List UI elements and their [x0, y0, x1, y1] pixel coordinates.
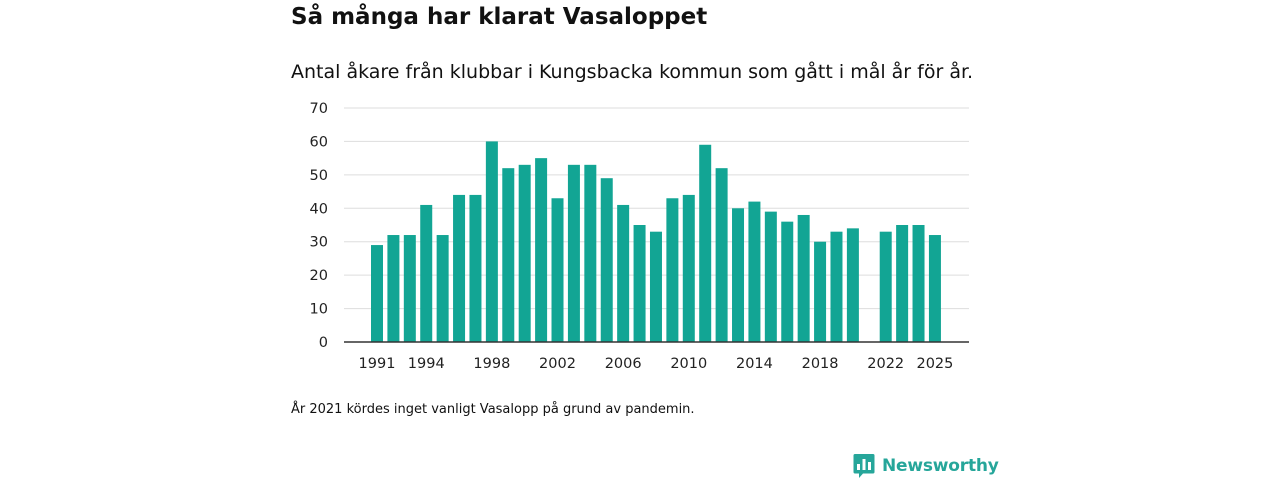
bar-2018[interactable] — [814, 241, 827, 342]
bar-1994[interactable] — [420, 204, 433, 342]
bar-2005[interactable] — [600, 178, 613, 342]
chart-subtitle: Antal åkare från klubbar i Kungsbacka ko… — [291, 61, 974, 83]
bar-2019[interactable] — [830, 231, 843, 342]
bar-2025[interactable] — [928, 235, 941, 342]
bar-2011[interactable] — [699, 144, 712, 342]
bar-2010[interactable] — [682, 194, 695, 342]
x-tick-label-2022: 2022 — [867, 356, 904, 372]
bar-2009[interactable] — [666, 198, 679, 342]
bar-1998[interactable] — [485, 141, 498, 342]
x-tick-label-2010: 2010 — [670, 356, 707, 372]
bar-2008[interactable] — [649, 231, 662, 342]
newsworthy-logo[interactable]: Newsworthy — [853, 453, 999, 479]
bar-2002[interactable] — [551, 198, 564, 342]
bar-1999[interactable] — [502, 168, 515, 342]
bar-2015[interactable] — [764, 211, 777, 342]
bar-2004[interactable] — [584, 164, 597, 342]
x-tick-label-1994: 1994 — [408, 356, 445, 372]
y-tick-label-10: 10 — [310, 302, 328, 318]
bar-2013[interactable] — [732, 208, 745, 342]
y-tick-label-70: 70 — [310, 101, 328, 117]
x-tick-label-2014: 2014 — [736, 356, 773, 372]
bar-2000[interactable] — [518, 164, 531, 342]
x-tick-label-2025: 2025 — [916, 356, 953, 372]
y-tick-label-30: 30 — [310, 235, 328, 251]
x-tick-label-2006: 2006 — [605, 356, 642, 372]
bar-1996[interactable] — [453, 194, 466, 342]
y-tick-label-40: 40 — [310, 201, 328, 217]
bar-2022[interactable] — [879, 231, 892, 342]
x-tick-label-2002: 2002 — [539, 356, 576, 372]
bar-1991[interactable] — [371, 245, 383, 342]
x-tick-label-2018: 2018 — [802, 356, 839, 372]
bar-2007[interactable] — [633, 225, 646, 342]
bar-2006[interactable] — [617, 204, 630, 342]
bar-2023[interactable] — [896, 225, 909, 342]
bar-2017[interactable] — [797, 214, 810, 342]
y-tick-label-0: 0 — [319, 335, 328, 351]
y-tick-label-50: 50 — [310, 168, 328, 184]
bar-2014[interactable] — [748, 201, 761, 342]
bar-chart: 0 10 20 30 40 50 60 70 1991 1994 1998 2002 2006 2010 2… — [310, 101, 969, 372]
bar-1995[interactable] — [436, 235, 449, 342]
bar-1993[interactable] — [403, 235, 416, 342]
bar-1992[interactable] — [387, 235, 400, 342]
brand-name: Newsworthy — [882, 456, 999, 476]
y-tick-label-60: 60 — [310, 134, 328, 150]
bar-2003[interactable] — [567, 164, 580, 342]
bar-2012[interactable] — [715, 168, 728, 342]
newsworthy-chart-icon — [853, 454, 875, 478]
chart-footnote: År 2021 kördes inget vanligt Vasalopp på… — [291, 402, 695, 417]
bar-2020[interactable] — [846, 228, 859, 342]
bar-1997[interactable] — [469, 194, 482, 342]
chart-title: Så många har klarat Vasaloppet — [291, 4, 708, 30]
x-tick-label-1991: 1991 — [359, 356, 396, 372]
bar-2001[interactable] — [535, 158, 548, 342]
bar-2016[interactable] — [781, 221, 794, 342]
y-tick-label-20: 20 — [310, 268, 328, 284]
bar-2024[interactable] — [912, 225, 925, 342]
x-tick-label-1998: 1998 — [473, 356, 510, 372]
